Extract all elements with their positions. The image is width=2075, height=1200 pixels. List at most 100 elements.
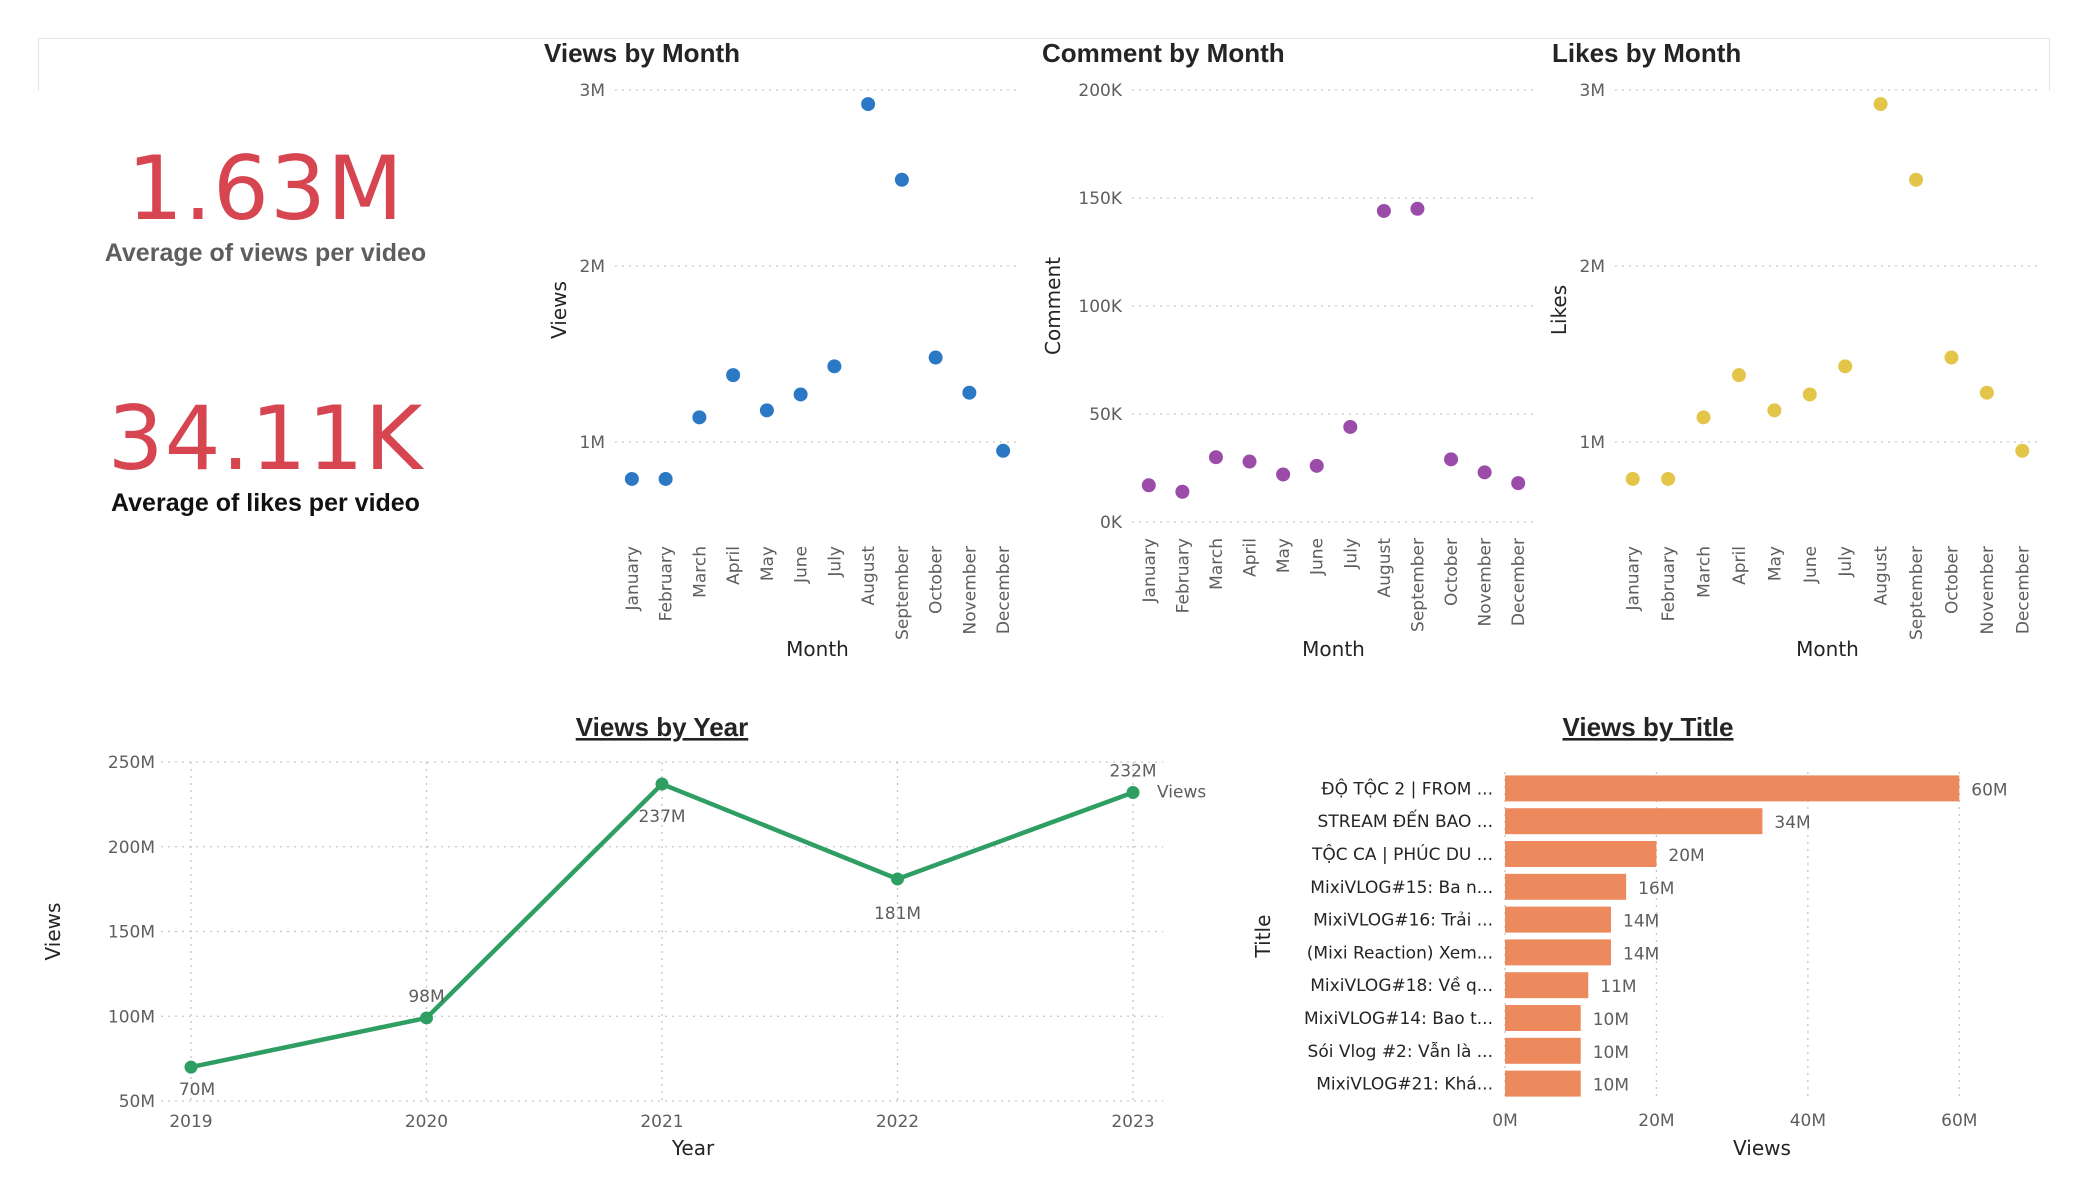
x-tick-label: August: [1375, 538, 1395, 598]
x-axis-title: Month: [1796, 637, 1859, 661]
bar: [1505, 841, 1657, 867]
data-point: [1873, 97, 1888, 112]
bar: [1505, 1070, 1581, 1097]
data-point: [861, 97, 876, 112]
x-tick-label: February: [657, 546, 677, 621]
data-point: [827, 359, 842, 374]
data-point: [1979, 385, 1994, 400]
likes-by-month-svg: Likes by Month 1M 2M 3M January February March…: [1547, 38, 2040, 661]
data-point: [1242, 454, 1257, 469]
chart-title: Likes by Month: [1552, 38, 1741, 68]
y-tick-label: 1M: [1580, 433, 1605, 453]
y-tick-label: 250M: [108, 753, 155, 773]
x-tick-label: September: [1408, 538, 1428, 632]
x-tick-label: March: [690, 546, 710, 598]
data-point: [2015, 443, 2030, 458]
y-axis-title: Likes: [1547, 285, 1571, 335]
comment-by-month-chart[interactable]: Comment by Month 0K 50K 100K 150K 200K January…: [1030, 30, 1540, 670]
x-tick-label: December: [1509, 538, 1529, 626]
data-label: 181M: [874, 904, 921, 924]
views-by-year-chart[interactable]: Views by Year 50M 100M 150M 200M 250M 2019 2020…: [30, 700, 1230, 1180]
x-axis-title: Year: [671, 1136, 715, 1160]
data-label: 14M: [1623, 944, 1659, 964]
y-tick-label: 3M: [1580, 81, 1605, 101]
data-point: [726, 368, 741, 383]
kpi-card-avg-likes[interactable]: 34.11K Average of likes per video: [38, 395, 493, 518]
y-tick-label: 2M: [580, 257, 605, 277]
bar: [1505, 906, 1611, 933]
x-tick-label: April: [1241, 538, 1261, 577]
data-point: [1141, 478, 1156, 493]
data-point: [1410, 201, 1425, 216]
bar: [1505, 1005, 1581, 1031]
y-tick-label: 200M: [108, 838, 155, 858]
data-label: 14M: [1623, 912, 1659, 932]
likes-by-month-chart[interactable]: Likes by Month 1M 2M 3M January February March…: [1540, 30, 2045, 670]
x-tick-label: November: [1476, 538, 1496, 626]
x-tick-label: May: [758, 546, 778, 581]
x-tick-label: 2020: [405, 1112, 448, 1132]
y-tick-label: MixiVLOG#16: Trải ...: [1313, 911, 1493, 931]
bar: [1505, 873, 1627, 900]
data-point: [1802, 387, 1817, 402]
kpi-card-avg-views[interactable]: 1.63M Average of views per video: [38, 145, 493, 268]
x-tick-label: January: [1140, 538, 1160, 603]
x-tick-label: July: [825, 546, 845, 578]
data-point: [1175, 484, 1190, 499]
x-tick-label: September: [1907, 546, 1927, 640]
chart-title: Views by Year: [576, 712, 749, 742]
x-tick-label: July: [1836, 546, 1856, 578]
views-by-month-chart[interactable]: Views by Month 1M 2M 3M January February March…: [530, 30, 1030, 670]
y-tick-label: Sói Vlog #2: Vẫn là ...: [1308, 1041, 1493, 1062]
data-label: 16M: [1638, 879, 1674, 899]
x-tick-label: December: [2013, 546, 2033, 634]
x-axis-title: Month: [1302, 637, 1365, 661]
x-tick-label: 0M: [1492, 1111, 1517, 1131]
x-tick-label: June: [1308, 538, 1328, 576]
data-point: [184, 1060, 198, 1074]
comment-by-month-svg: Comment by Month 0K 50K 100K 150K 200K January…: [1041, 38, 1535, 661]
data-point: [692, 410, 707, 425]
x-tick-label: June: [792, 546, 812, 584]
views-by-title-svg: Views by Title 0M 20M 40M 60M ĐỘ TỘC 2 | FROM…: [1251, 712, 2008, 1160]
data-label: 98M: [408, 987, 444, 1007]
data-point: [793, 387, 808, 402]
data-point: [1909, 172, 1924, 187]
data-point: [1661, 471, 1676, 486]
data-point: [928, 350, 943, 365]
x-tick-label: April: [1730, 546, 1750, 585]
data-label: 70M: [179, 1080, 215, 1100]
y-tick-label: 100M: [108, 1007, 155, 1027]
x-tick-label: 2023: [1111, 1112, 1154, 1132]
views-by-year-svg: Views by Year 50M 100M 150M 200M 250M 2019 2020…: [41, 712, 1206, 1160]
x-tick-label: 40M: [1790, 1111, 1826, 1131]
y-tick-label: STREAM ĐẾN BAO ...: [1318, 808, 1493, 832]
y-tick-label: 3M: [580, 81, 605, 101]
views-by-title-chart[interactable]: Views by Title 0M 20M 40M 60M ĐỘ TỘC 2 | FROM…: [1230, 700, 2050, 1180]
data-point: [1944, 350, 1959, 365]
x-tick-label: August: [859, 546, 879, 606]
x-tick-label: November: [1978, 546, 1998, 634]
data-point: [891, 872, 904, 886]
data-point: [1838, 359, 1853, 374]
data-point: [1696, 410, 1711, 425]
data-label: 60M: [1971, 780, 2007, 800]
top-visual-frame: [38, 38, 2050, 91]
y-tick-label: 1M: [580, 433, 605, 453]
kpi-value: 1.63M: [127, 137, 404, 240]
kpi-label: Average of views per video: [104, 239, 427, 267]
data-point: [658, 471, 673, 486]
data-point: [420, 1011, 433, 1025]
y-tick-label: 200K: [1078, 81, 1122, 101]
chart-title: Comment by Month: [1042, 38, 1285, 68]
data-point: [1731, 368, 1746, 383]
data-point: [1444, 452, 1459, 467]
data-point: [1126, 786, 1140, 800]
y-tick-label: MixiVLOG#14: Bao t...: [1304, 1009, 1493, 1029]
x-tick-label: January: [623, 546, 643, 611]
y-tick-label: 0K: [1100, 513, 1123, 533]
chart-title: Views by Title: [1562, 712, 1733, 742]
bar: [1505, 1037, 1581, 1064]
bar: [1505, 775, 1960, 802]
x-tick-label: July: [1341, 538, 1361, 570]
